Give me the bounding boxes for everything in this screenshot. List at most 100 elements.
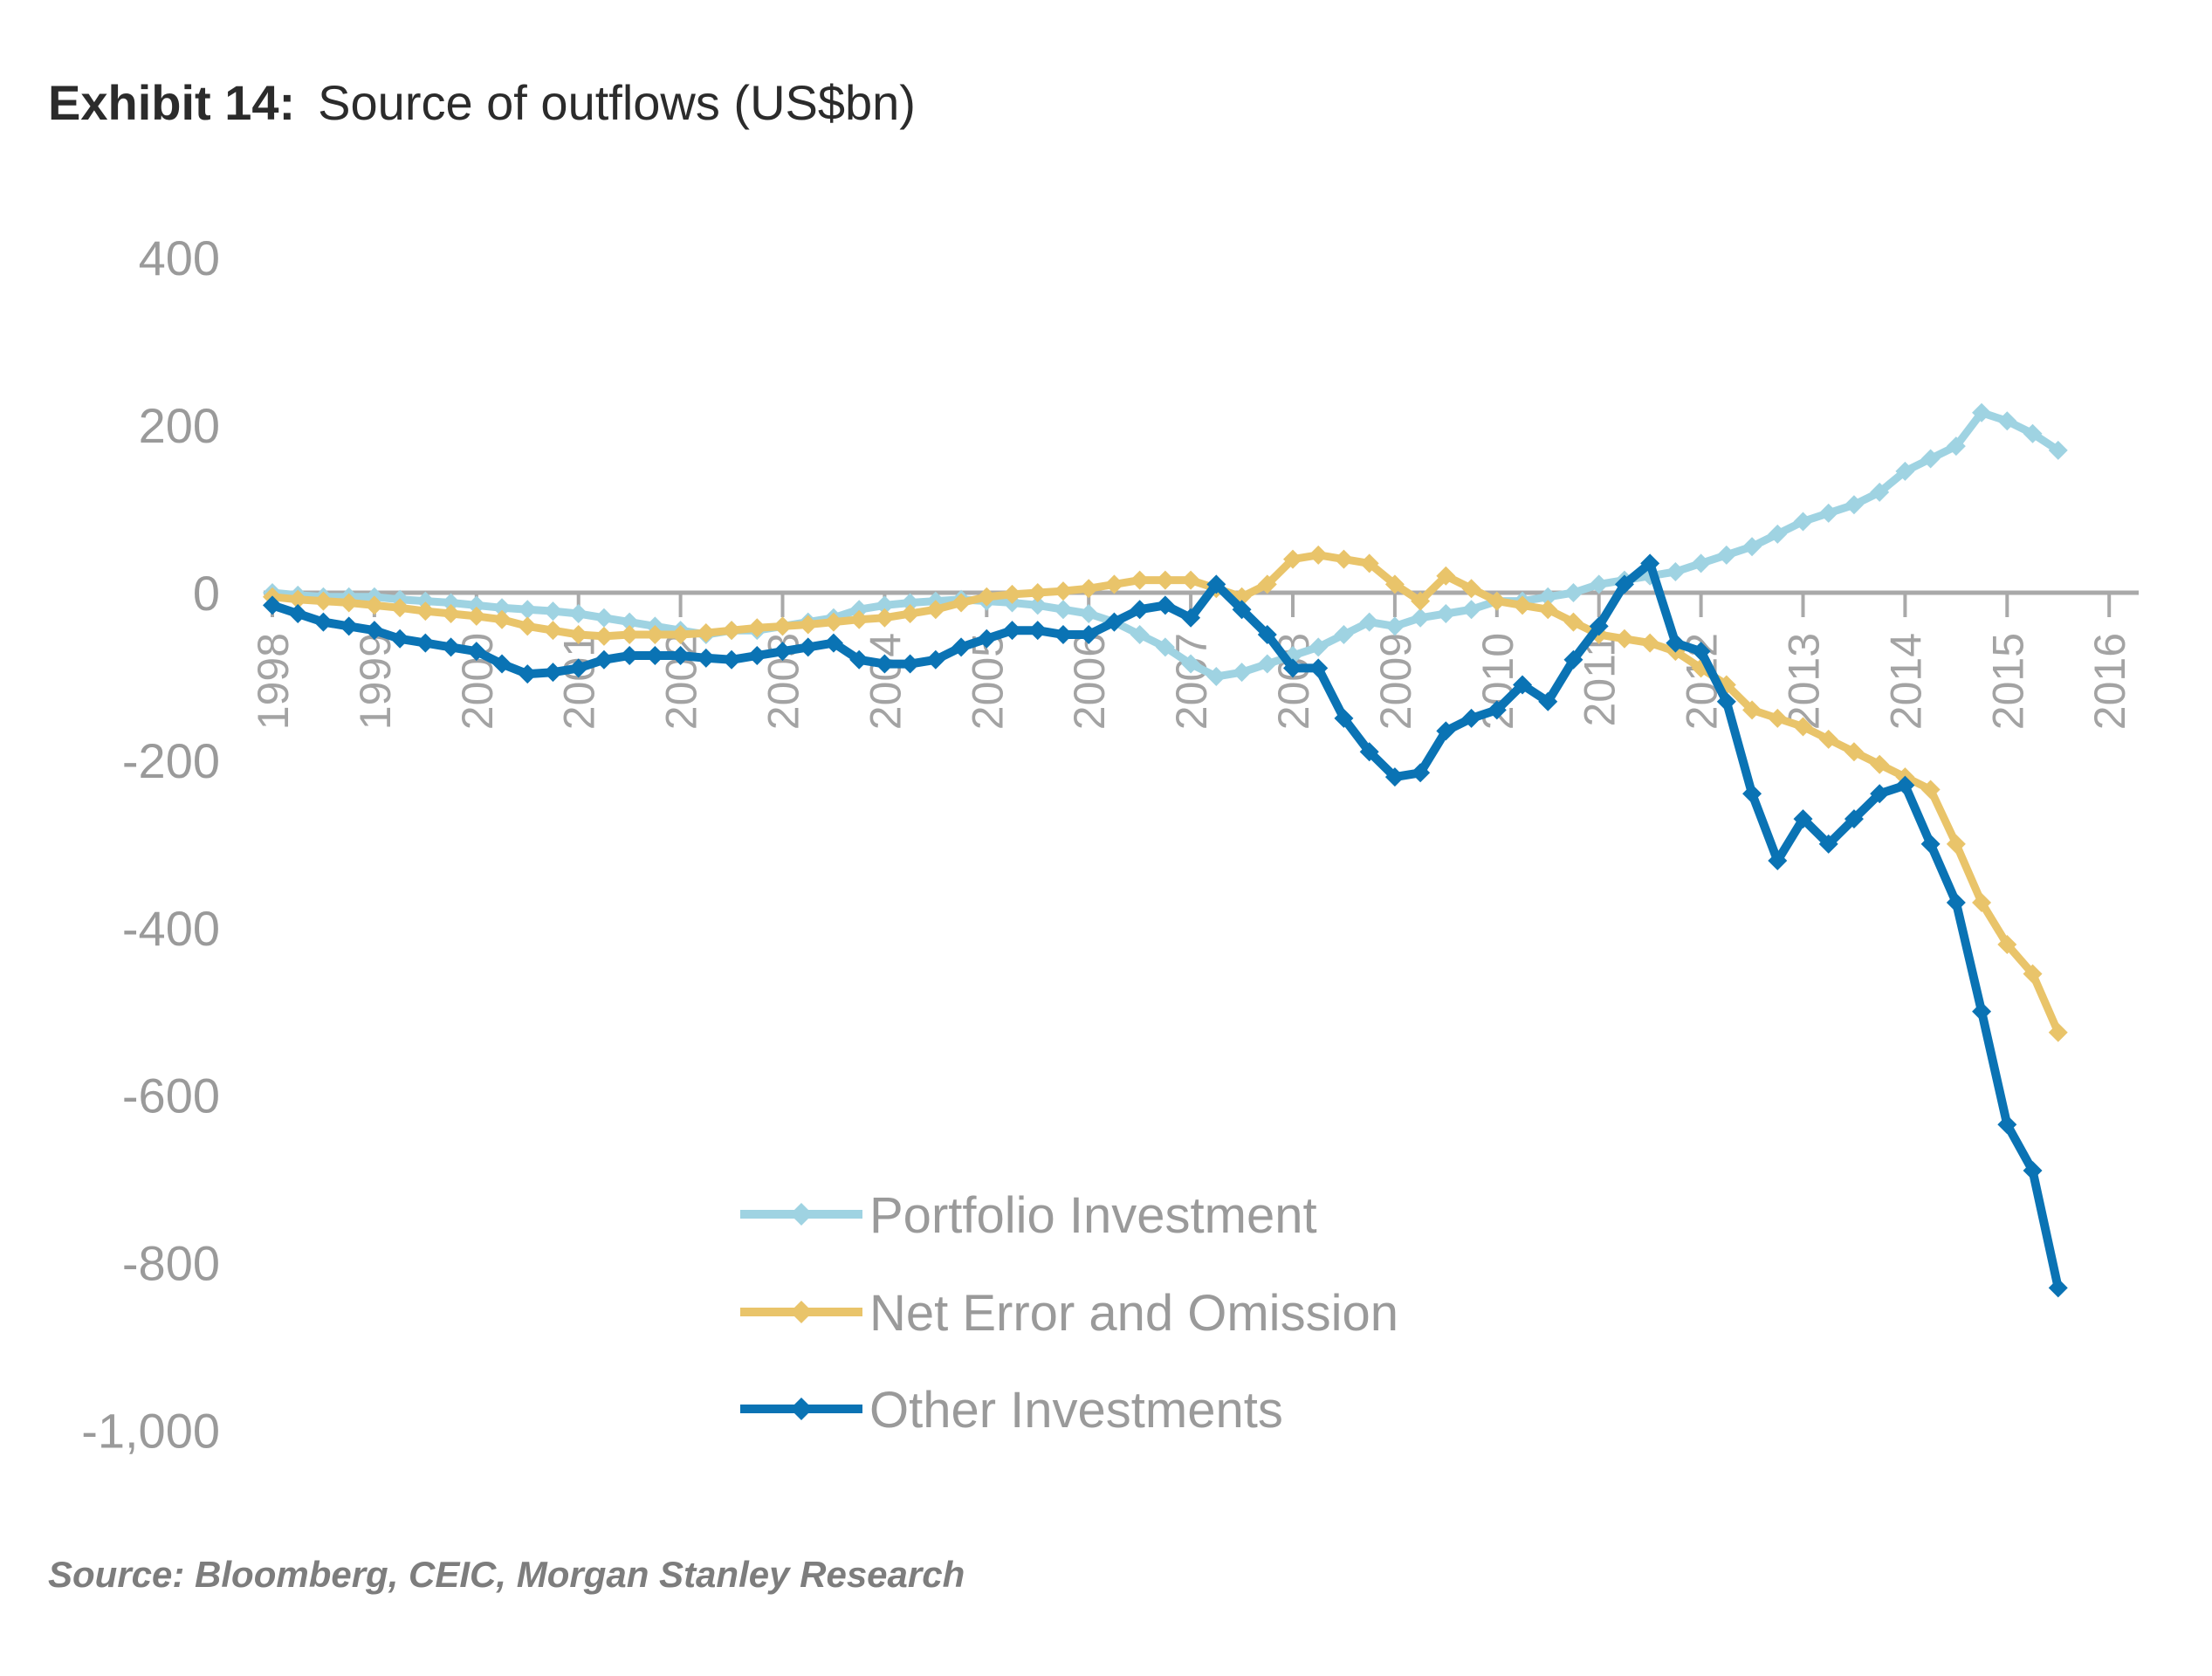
- data-point-marker: [620, 612, 640, 632]
- data-point-marker: [1920, 780, 1941, 800]
- y-tick-label: -400: [122, 901, 220, 956]
- data-point-marker: [1691, 642, 1711, 662]
- legend-label: Net Error and Omission: [869, 1285, 1398, 1342]
- data-point-marker: [466, 642, 486, 662]
- data-point-marker: [1997, 1115, 2017, 1135]
- data-point-marker: [1818, 503, 1838, 523]
- data-point-marker: [1793, 512, 1813, 532]
- data-point-marker: [416, 633, 436, 653]
- data-point-marker: [568, 603, 588, 623]
- data-point-marker: [1002, 621, 1022, 641]
- exhibit-label: Exhibit 14:: [48, 75, 296, 130]
- data-point-marker: [1946, 436, 1966, 457]
- legend-diamond-marker: [790, 1398, 813, 1420]
- data-point-marker: [1513, 595, 1533, 615]
- data-point-marker: [1334, 549, 1354, 569]
- data-point-marker: [339, 616, 359, 636]
- data-point-marker: [1436, 603, 1456, 623]
- data-point-marker: [1130, 600, 1150, 620]
- data-point-marker: [1997, 934, 2017, 954]
- data-point-marker: [900, 593, 920, 613]
- data-point-marker: [1359, 742, 1379, 762]
- data-point-marker: [1972, 893, 1992, 913]
- data-point-marker: [1870, 482, 1890, 502]
- data-point-marker: [1359, 612, 1379, 632]
- data-point-marker: [722, 621, 742, 641]
- data-point-marker: [1972, 1001, 1992, 1021]
- exhibit-title: Source of outflows (US$bn): [318, 75, 916, 130]
- data-point-marker: [466, 595, 486, 615]
- data-point-marker: [1640, 633, 1660, 653]
- data-point-marker: [925, 600, 945, 620]
- data-point-marker: [1257, 624, 1277, 644]
- data-point-marker: [849, 649, 869, 670]
- data-point-marker: [696, 648, 716, 668]
- data-point-marker: [1130, 570, 1150, 590]
- data-point-marker: [1538, 691, 1558, 711]
- data-point-marker: [1181, 654, 1201, 674]
- x-tick-label: 2014: [1881, 633, 1930, 730]
- data-point-marker: [1411, 591, 1431, 611]
- data-point-marker: [773, 616, 793, 636]
- y-axis-tick-labels: 400 200 0 -200 -400 -600 -800 -1,000: [81, 230, 220, 1458]
- data-point-marker: [1257, 574, 1277, 594]
- data-point-marker: [1104, 574, 1124, 594]
- data-point-marker: [1309, 545, 1329, 565]
- data-point-marker: [925, 649, 945, 670]
- data-point-marker: [1053, 624, 1073, 644]
- x-tick-label: 2001: [555, 633, 604, 730]
- data-point-marker: [2023, 1161, 2043, 1181]
- data-point-marker: [1946, 893, 1966, 913]
- x-tick-label: 2009: [1371, 633, 1420, 730]
- data-point-marker: [1053, 600, 1073, 620]
- x-tick-label: 2006: [1065, 633, 1114, 730]
- data-point-marker: [1589, 574, 1609, 594]
- data-point-marker: [1640, 553, 1660, 574]
- data-point-marker: [1487, 700, 1507, 720]
- data-point-marker: [951, 593, 972, 613]
- data-point-marker: [900, 654, 920, 674]
- data-point-marker: [747, 645, 767, 665]
- data-point-marker: [518, 664, 538, 684]
- data-point-marker: [620, 645, 640, 665]
- data-point-marker: [849, 600, 869, 620]
- data-point-marker: [1411, 763, 1431, 783]
- y-tick-label: -1,000: [81, 1404, 220, 1459]
- x-tick-label: 2015: [1983, 633, 2032, 730]
- data-point-marker: [875, 608, 895, 628]
- data-point-marker: [492, 598, 512, 618]
- data-point-marker: [1181, 570, 1201, 590]
- y-tick-label: -600: [122, 1068, 220, 1123]
- data-point-marker: [1768, 524, 1788, 544]
- y-tick-label: 400: [139, 230, 220, 285]
- data-point-marker: [1538, 587, 1558, 607]
- data-point-marker: [1768, 708, 1788, 728]
- data-point-marker: [1513, 675, 1533, 695]
- data-point-marker: [568, 658, 588, 678]
- data-point-marker: [1563, 649, 1583, 670]
- data-point-marker: [1002, 584, 1022, 604]
- data-point-marker: [1334, 708, 1354, 728]
- data-point-marker: [1079, 603, 1099, 623]
- data-point-marker: [977, 587, 997, 607]
- data-point-marker: [1461, 600, 1481, 620]
- data-point-marker: [900, 603, 920, 623]
- data-point-marker: [670, 624, 690, 644]
- data-point-marker: [1742, 700, 1762, 720]
- data-point-marker: [288, 589, 308, 609]
- data-point-marker: [747, 618, 767, 638]
- data-point-marker: [364, 621, 384, 641]
- data-point-marker: [645, 624, 665, 644]
- data-point-marker: [1946, 834, 1966, 854]
- data-point-marker: [1895, 461, 1915, 481]
- data-point-marker: [1384, 767, 1405, 787]
- data-point-marker: [364, 595, 384, 615]
- data-point-marker: [823, 633, 843, 653]
- data-point-marker: [313, 612, 333, 632]
- data-point-marker: [1538, 600, 1558, 620]
- data-point-marker: [518, 616, 538, 636]
- y-tick-label: 200: [139, 398, 220, 453]
- data-point-marker: [1283, 549, 1302, 569]
- series-line: [271, 551, 2062, 1034]
- data-point-marker: [390, 598, 410, 618]
